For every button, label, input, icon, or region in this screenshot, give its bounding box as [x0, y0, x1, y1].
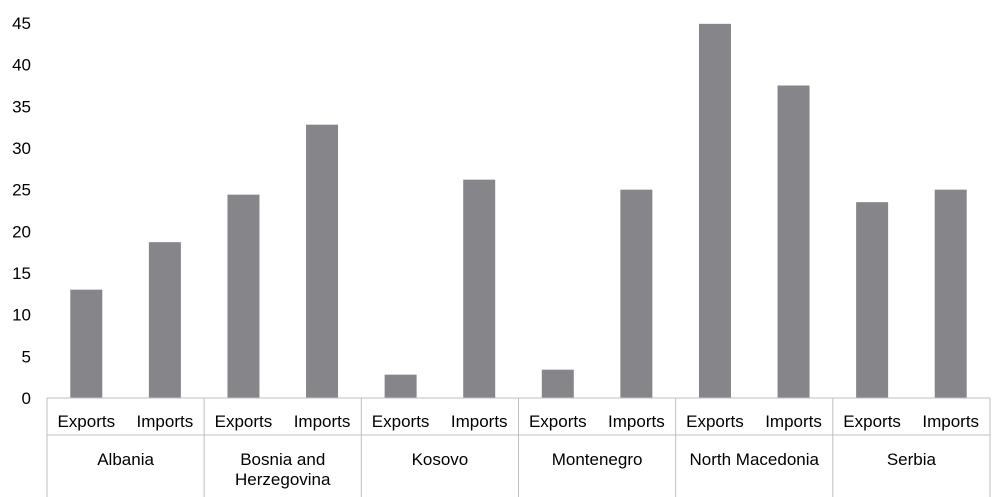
y-tick-label: 20	[12, 222, 31, 241]
x-group-label: North Macedonia	[690, 450, 820, 469]
x-group-label: Bosnia and Herzegovina	[235, 450, 331, 489]
x-group-label: Albania	[97, 450, 154, 469]
y-tick-label: 15	[12, 264, 31, 283]
x-category-label: Imports	[137, 412, 194, 431]
bars	[70, 23, 967, 399]
y-tick-label: 25	[12, 181, 31, 200]
x-category-label: Exports	[372, 412, 430, 431]
x-category-label: Imports	[922, 412, 979, 431]
bar-exports	[698, 23, 731, 398]
bar-imports	[463, 179, 496, 398]
y-tick-label: 0	[22, 389, 31, 408]
x-category-label: Exports	[57, 412, 115, 431]
x-group-label: Kosovo	[412, 450, 469, 469]
x-group-label: Montenegro	[552, 450, 643, 469]
y-tick-label: 40	[12, 56, 31, 75]
x-category-label: Exports	[215, 412, 273, 431]
bar-imports	[620, 189, 653, 398]
y-tick-label: 30	[12, 139, 31, 158]
bar-exports	[856, 202, 889, 398]
bar-imports	[306, 124, 339, 399]
axes	[46, 397, 991, 497]
bar-exports	[70, 289, 103, 398]
y-tick-label: 10	[12, 306, 31, 325]
y-axis-ticks: 0 5 10 15 20 25 30 35 40 45	[12, 14, 31, 408]
bar-imports	[148, 242, 181, 398]
x-category-label: Imports	[451, 412, 508, 431]
bar-imports	[934, 189, 967, 398]
x-category-label: Imports	[765, 412, 822, 431]
bar-exports	[384, 374, 417, 398]
y-tick-label: 35	[12, 97, 31, 116]
bar-exports	[541, 369, 574, 398]
y-tick-label: 5	[22, 347, 31, 366]
x-group-label: Serbia	[887, 450, 937, 469]
x-category-label: Imports	[294, 412, 351, 431]
bar-exports	[227, 194, 260, 398]
x-axis-labels: Exports Imports Albania Exports Imports Bosni…	[57, 412, 979, 489]
x-category-label: Exports	[843, 412, 901, 431]
x-category-label: Exports	[686, 412, 744, 431]
x-category-label: Exports	[529, 412, 587, 431]
bar-imports	[777, 85, 810, 398]
x-category-label: Imports	[608, 412, 665, 431]
y-tick-label: 45	[12, 14, 31, 33]
